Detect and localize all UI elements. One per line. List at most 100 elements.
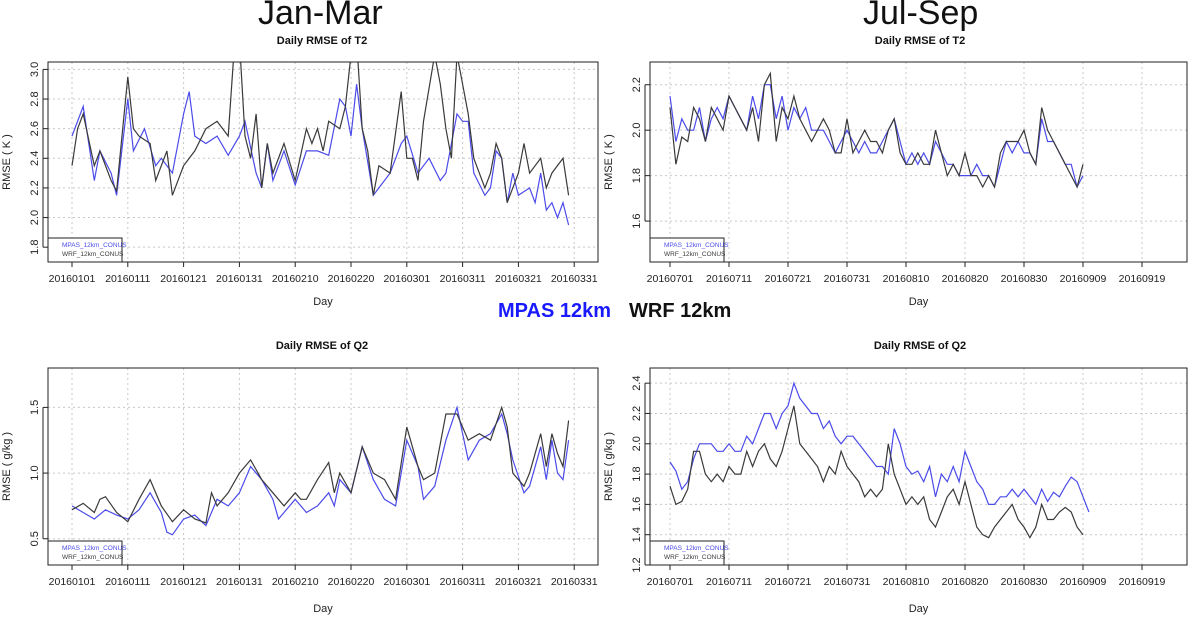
x-tick-label: 20160830 xyxy=(1001,576,1048,588)
x-tick-label: 20160331 xyxy=(551,273,598,285)
x-tick-label: 20160919 xyxy=(1119,273,1166,285)
x-axis-label: Day xyxy=(909,296,929,308)
center-legend-mpas: MPAS 12km xyxy=(498,300,612,322)
chart-title: Daily RMSE of T2 xyxy=(875,35,965,47)
y-tick-label: 1.0 xyxy=(29,465,41,480)
x-tick-label: 20160721 xyxy=(765,273,812,285)
x-tick-label: 20160820 xyxy=(942,576,989,588)
x-tick-label: 20160121 xyxy=(160,273,207,285)
legend-entry: WRF_12km_CONUS xyxy=(62,251,124,258)
y-tick-label: 2.6 xyxy=(29,121,41,136)
chart-title: Daily RMSE of Q2 xyxy=(276,340,368,352)
legend-entry: MPAS_12km_CONUS xyxy=(62,545,127,552)
x-tick-label: 20160311 xyxy=(440,273,486,285)
series-line-wrf xyxy=(669,405,1084,539)
x-tick-label: 20160909 xyxy=(1060,273,1107,285)
y-tick-label: 2.0 xyxy=(29,210,41,225)
y-tick-label: 1.4 xyxy=(631,527,643,542)
season-header-jul-sep: Jul-Sep xyxy=(863,0,979,32)
plot-frame xyxy=(47,367,599,566)
series-line-mpas xyxy=(71,405,570,536)
y-tick-label: 1.8 xyxy=(29,240,41,255)
x-tick-label: 20160210 xyxy=(272,273,319,285)
x-tick-label: 20160731 xyxy=(824,576,871,588)
legend-box xyxy=(47,540,123,566)
x-tick-label: 20160731 xyxy=(824,273,871,285)
y-tick-label: 3.0 xyxy=(29,62,41,77)
x-tick-label: 20160701 xyxy=(647,273,694,285)
y-tick-label: 2.0 xyxy=(631,123,643,138)
y-axis-label: RMSE ( g/kg ) xyxy=(603,432,615,501)
season-header-jan-mar: Jan-Mar xyxy=(258,0,383,32)
series-line-wrf xyxy=(71,62,570,203)
y-tick-label: 1.8 xyxy=(631,466,643,481)
x-tick-label: 20160721 xyxy=(765,576,812,588)
legend-entry: WRF_12km_CONUS xyxy=(62,554,124,561)
x-tick-label: 20160101 xyxy=(49,273,96,285)
x-tick-label: 20160321 xyxy=(495,576,542,588)
plot-frame xyxy=(649,367,1188,566)
x-tick-label: 20160919 xyxy=(1119,576,1166,588)
x-tick-label: 20160830 xyxy=(1001,273,1048,285)
legend-entry: WRF_12km_CONUS xyxy=(664,554,726,561)
series-line-wrf xyxy=(71,405,570,524)
y-tick-label: 2.2 xyxy=(29,180,41,195)
legend-entry: WRF_12km_CONUS xyxy=(664,251,726,258)
x-tick-label: 20160331 xyxy=(551,576,598,588)
y-tick-label: 0.5 xyxy=(29,531,41,546)
y-tick-label: 2.4 xyxy=(631,376,643,391)
chart-title: Daily RMSE of Q2 xyxy=(874,340,966,352)
legend-entry: MPAS_12km_CONUS xyxy=(664,242,729,249)
chart-panel-1: 1.8 2.0 2.2 2.4 2.6 2.8 3.0 20160101 20160111 201… xyxy=(1,35,599,308)
y-tick-label: 1.5 xyxy=(29,400,41,415)
legend-entry: MPAS_12km_CONUS xyxy=(62,242,127,249)
x-axis-label: Day xyxy=(909,603,929,615)
x-tick-label: 20160701 xyxy=(647,576,694,588)
y-tick-label: 1.6 xyxy=(631,497,643,512)
x-axis-label: Day xyxy=(313,296,333,308)
x-tick-label: 20160220 xyxy=(328,273,375,285)
x-tick-label: 20160810 xyxy=(883,576,930,588)
chart-title: Daily RMSE of T2 xyxy=(277,35,367,47)
legend-box xyxy=(649,540,725,566)
x-tick-label: 20160820 xyxy=(942,273,989,285)
legend-entry: MPAS_12km_CONUS xyxy=(664,545,729,552)
x-tick-label: 20160311 xyxy=(440,576,486,588)
x-tick-label: 20160220 xyxy=(328,576,375,588)
legend-box xyxy=(47,237,123,263)
y-tick-label: 2.2 xyxy=(631,406,643,421)
x-axis-label: Day xyxy=(313,603,333,615)
x-tick-label: 20160121 xyxy=(160,576,207,588)
y-tick-label: 2.8 xyxy=(29,91,41,106)
x-tick-label: 20160711 xyxy=(706,576,752,588)
x-tick-label: 20160321 xyxy=(495,273,542,285)
plot-frame xyxy=(649,61,1188,263)
x-tick-label: 20160909 xyxy=(1060,576,1107,588)
x-tick-label: 20160301 xyxy=(383,273,430,285)
chart-panel-2: 1.6 1.8 2.0 2.2 20160701 20160711 20160721 2016… xyxy=(603,35,1188,308)
x-tick-label: 20160131 xyxy=(216,576,263,588)
series-line-mpas xyxy=(669,381,1090,513)
y-tick-label: 2.2 xyxy=(631,77,643,92)
y-axis-label: RMSE ( K ) xyxy=(1,134,13,190)
x-tick-label: 20160111 xyxy=(105,273,150,285)
y-tick-label: 1.8 xyxy=(631,168,643,183)
series-line-wrf xyxy=(669,71,1084,189)
x-tick-label: 20160301 xyxy=(383,576,430,588)
center-legend: MPAS 12km WRF 12km xyxy=(498,300,731,323)
x-tick-label: 20160131 xyxy=(216,273,263,285)
chart-panel-3: 0.5 1.0 1.5 20160101 20160111 20160121 2016013… xyxy=(1,340,599,615)
x-tick-label: 20160810 xyxy=(883,273,930,285)
x-tick-label: 20160711 xyxy=(706,273,752,285)
y-tick-label: 2.0 xyxy=(631,436,643,451)
x-tick-label: 20160111 xyxy=(105,576,150,588)
legend-box xyxy=(649,237,725,263)
center-legend-wrf: WRF 12km xyxy=(629,300,732,322)
y-axis-label: RMSE ( g/kg ) xyxy=(1,432,13,501)
x-tick-label: 20160210 xyxy=(272,576,319,588)
x-tick-label: 20160101 xyxy=(49,576,96,588)
y-tick-label: 1.2 xyxy=(631,557,643,572)
y-tick-label: 2.4 xyxy=(29,151,41,166)
y-axis-label: RMSE ( K ) xyxy=(603,134,615,190)
